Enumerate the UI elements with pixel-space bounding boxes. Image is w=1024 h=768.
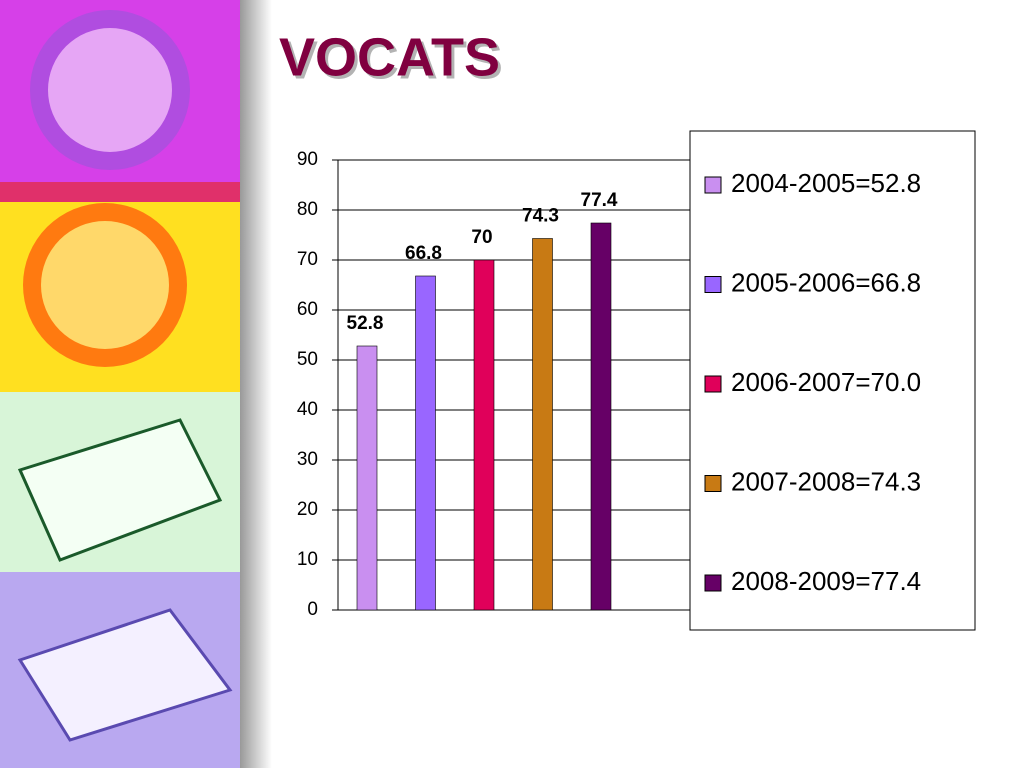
legend-label: 2006-2007=70.0	[731, 367, 921, 397]
y-tick-label: 50	[297, 349, 318, 370]
legend-label: 2004-2005=52.8	[731, 168, 921, 198]
data-label: 66.8	[405, 243, 442, 264]
y-tick-label: 70	[297, 249, 318, 270]
data-label: 77.4	[581, 190, 618, 211]
legend	[689, 130, 976, 631]
bar	[415, 275, 436, 611]
data-label: 70	[471, 227, 492, 248]
bar	[473, 259, 495, 611]
legend-swatch	[704, 475, 722, 492]
bar	[590, 222, 612, 611]
y-tick-label: 60	[297, 299, 318, 320]
data-label: 74.3	[522, 206, 559, 227]
y-tick-label: 90	[297, 149, 318, 170]
legend-swatch	[704, 176, 722, 194]
bar	[356, 345, 378, 611]
plot-area	[337, 159, 691, 611]
data-label: 52.8	[347, 313, 384, 334]
legend-label: 2007-2008=74.3	[731, 466, 921, 496]
legend-swatch	[704, 375, 722, 393]
legend-label: 2008-2009=77.4	[731, 566, 921, 596]
chart-title: VOCATS	[279, 27, 500, 87]
y-tick-label: 30	[297, 449, 318, 470]
side-image	[0, 0, 272, 768]
y-tick-label: 20	[297, 499, 318, 520]
y-tick-label: 80	[297, 199, 318, 220]
y-tick-label: 10	[297, 549, 318, 570]
title-shadow: VOCATS	[282, 30, 503, 90]
legend-label: 2005-2006=66.8	[731, 267, 921, 297]
y-tick-label: 0	[307, 599, 318, 620]
legend-swatch	[704, 574, 722, 592]
y-tick-label: 40	[297, 399, 318, 420]
legend-swatch	[704, 276, 722, 293]
bar	[532, 238, 553, 611]
